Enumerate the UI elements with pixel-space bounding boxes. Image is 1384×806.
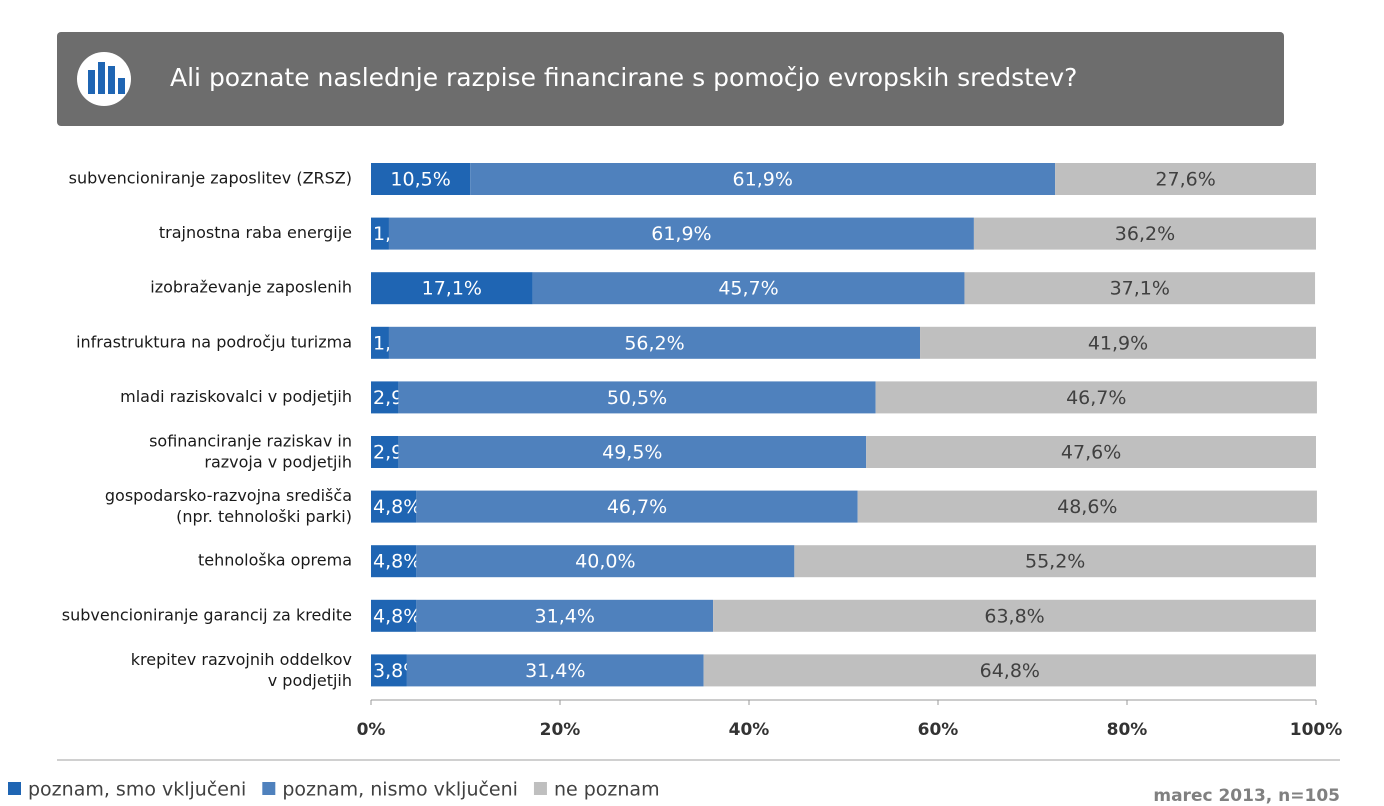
bar-segment — [470, 163, 1056, 195]
category-label: subvencioniranje zaposlitev (ZRSZ) — [69, 169, 352, 188]
value-label: 56,2% — [624, 332, 684, 354]
bar-segment — [388, 217, 974, 250]
bar-segment — [794, 545, 1316, 578]
value-label: 46,7% — [1066, 387, 1126, 409]
bar-segment — [371, 163, 471, 195]
value-label: 37,1% — [1110, 278, 1170, 300]
x-tick-label: 60% — [918, 720, 959, 740]
bar-segment — [371, 272, 533, 305]
note: marec 2013, n=105 — [1153, 786, 1340, 806]
bar-segment — [866, 436, 1316, 468]
value-label: 46,7% — [607, 496, 667, 518]
category-label: tehnološka oprema — [198, 551, 352, 570]
category-label: subvencioniranje garancij za kredite — [62, 605, 352, 624]
value-label: 31,4% — [525, 660, 585, 682]
bar-segment — [532, 272, 965, 305]
value-label: 64,8% — [980, 660, 1040, 682]
bar-segment — [973, 217, 1316, 250]
value-label: 48,6% — [1057, 496, 1117, 518]
bar-segment — [1055, 163, 1316, 195]
category-label: izobraževanje zaposlenih — [150, 278, 352, 297]
bar-segment — [371, 326, 389, 359]
bar-segment — [371, 654, 407, 687]
bar-segment — [406, 654, 704, 687]
legend-label: ne poznam — [554, 779, 660, 801]
bar-segment — [371, 490, 417, 523]
title-icon — [77, 52, 131, 106]
chart-title: Ali poznate naslednje razpise financiran… — [170, 63, 1077, 92]
bar-segment — [416, 490, 858, 523]
value-label: 41,9% — [1088, 332, 1148, 354]
category-label: sofinanciranje raziskav in razvoja v podj… — [149, 431, 352, 471]
bar-segment — [713, 599, 1316, 632]
bar-segment — [875, 381, 1317, 414]
value-label: 40,0% — [575, 551, 635, 573]
category-label: mladi raziskovalci v podjetjih — [120, 387, 352, 406]
bar-segment — [371, 381, 399, 414]
value-label: 4,8% — [373, 496, 421, 518]
value-label: 47,6% — [1061, 442, 1121, 464]
bar-segment — [371, 436, 399, 468]
value-label: 31,4% — [535, 605, 595, 627]
bar-segment — [398, 381, 876, 414]
legend-label: poznam, nismo vključeni — [282, 779, 518, 801]
value-label: 10,5% — [390, 169, 450, 191]
bar-segment — [371, 599, 417, 632]
value-label: 36,2% — [1115, 223, 1175, 245]
value-label: 49,5% — [602, 442, 662, 464]
value-label: 50,5% — [607, 387, 667, 409]
category-label: krepitev razvojnih oddelkov v podjetjih — [131, 649, 352, 689]
bar-segment — [416, 599, 714, 632]
bar-segment — [703, 654, 1316, 687]
category-label: infrastruktura na področju turizma — [76, 332, 352, 351]
bar-segment — [857, 490, 1317, 523]
bar-segment — [416, 545, 795, 578]
value-label: 4,8% — [373, 551, 421, 573]
value-label: 63,8% — [984, 605, 1044, 627]
legend-swatch — [262, 782, 276, 795]
x-tick-label: 40% — [729, 720, 770, 740]
value-label: 55,2% — [1025, 551, 1085, 573]
value-label: 61,9% — [651, 223, 711, 245]
legend-swatch — [8, 782, 21, 795]
value-label: 45,7% — [718, 278, 778, 300]
bar-segment — [398, 436, 867, 468]
title-bar — [57, 32, 1284, 126]
x-tick-label: 20% — [540, 720, 581, 740]
bar-segment — [371, 545, 417, 578]
legend-label: poznam, smo vključeni — [28, 779, 246, 801]
bar-segment — [388, 326, 921, 359]
value-label: 17,1% — [422, 278, 482, 300]
value-label: 27,6% — [1155, 169, 1215, 191]
bar-segment — [920, 326, 1316, 359]
x-tick-label: 80% — [1107, 720, 1148, 740]
x-tick-label: 0% — [357, 720, 386, 740]
bar-segment — [371, 217, 389, 250]
category-label: trajnostna raba energije — [159, 223, 352, 242]
x-tick-label: 100% — [1290, 720, 1343, 740]
legend-swatch — [533, 782, 547, 795]
bar-segment — [964, 272, 1316, 305]
category-label: gospodarsko-razvojna središča (npr. tehno… — [105, 486, 352, 526]
value-label: 4,8% — [373, 605, 421, 627]
value-label: 61,9% — [733, 169, 793, 191]
